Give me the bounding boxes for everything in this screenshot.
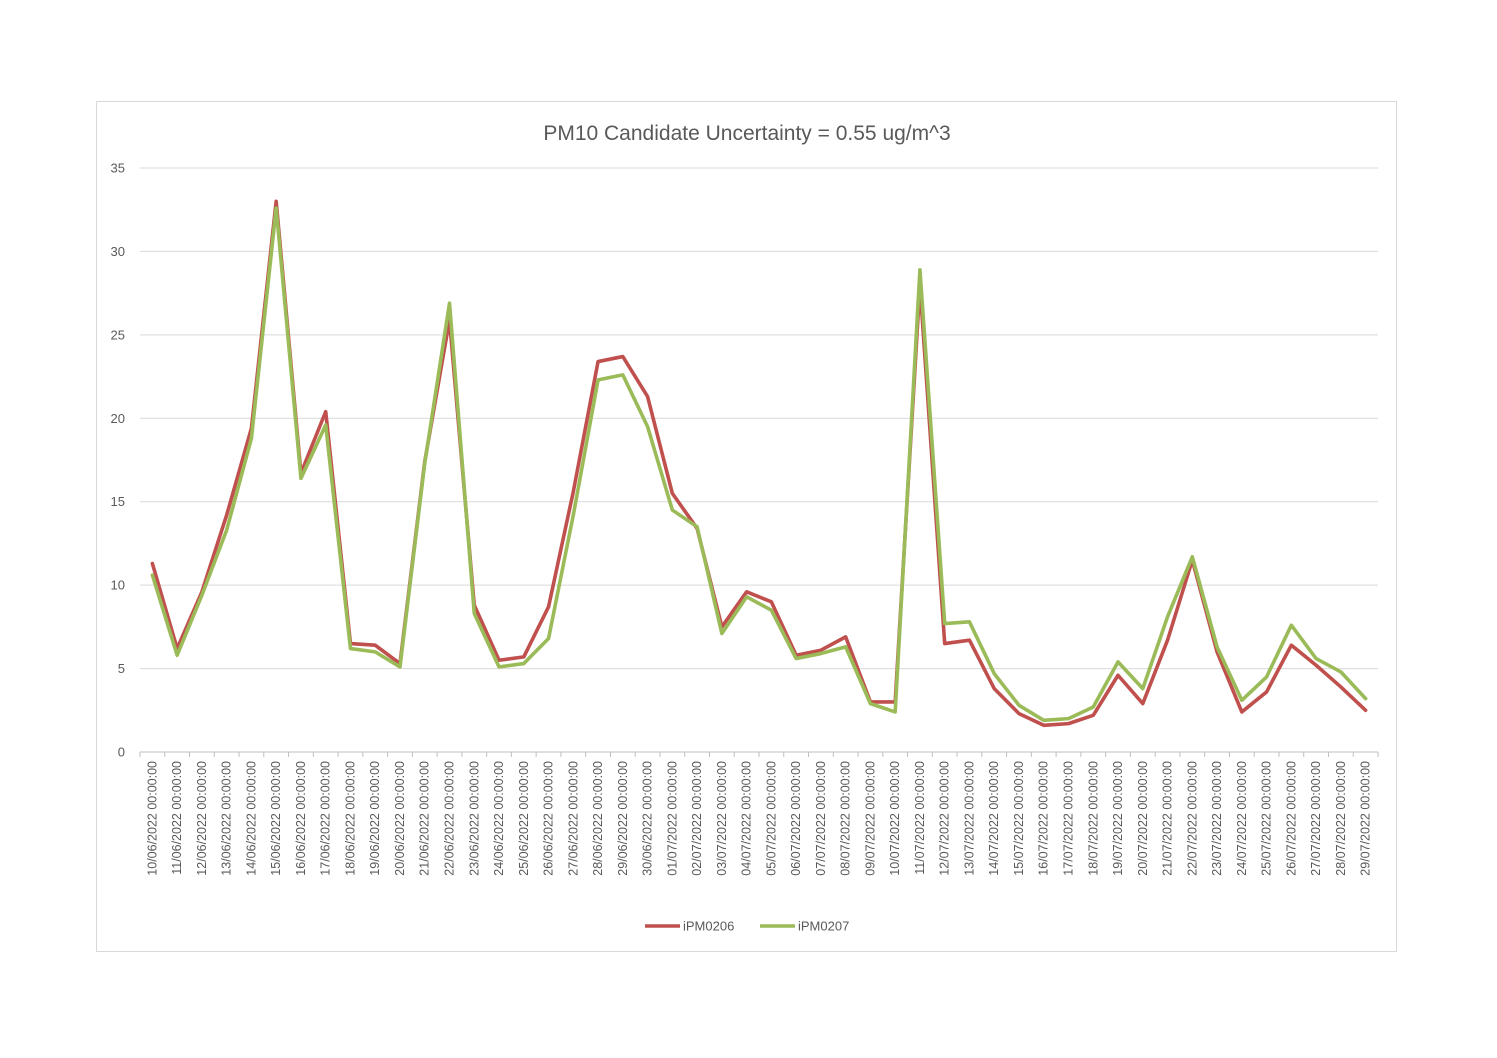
x-tick-label: 03/07/2022 00:00:00 [715, 761, 729, 876]
y-axis-ticks: 0 5 10 15 20 25 30 35 [111, 161, 125, 760]
x-tick-label: 12/06/2022 00:00:00 [195, 761, 209, 876]
x-tick-label: 27/07/2022 00:00:00 [1309, 761, 1323, 876]
x-tick-label: 15/07/2022 00:00:00 [1012, 761, 1026, 876]
x-tick-label: 24/07/2022 00:00:00 [1235, 761, 1249, 876]
y-tick-label: 15 [111, 494, 125, 509]
x-tick-label: 29/06/2022 00:00:00 [616, 761, 630, 876]
x-tick-label: 14/07/2022 00:00:00 [987, 761, 1001, 876]
x-tick-label: 13/07/2022 00:00:00 [962, 761, 976, 876]
x-tick-label: 16/06/2022 00:00:00 [294, 761, 308, 876]
x-tick-label: 19/06/2022 00:00:00 [368, 761, 382, 876]
y-tick-label: 25 [111, 327, 125, 342]
legend: iPM0206 iPM0207 [645, 919, 849, 934]
x-tick-label: 26/07/2022 00:00:00 [1284, 761, 1298, 876]
x-tick-label: 07/07/2022 00:00:00 [814, 761, 828, 876]
x-tick-label: 28/07/2022 00:00:00 [1334, 761, 1348, 876]
x-tick-label: 17/07/2022 00:00:00 [1062, 761, 1076, 876]
x-tick-label: 09/07/2022 00:00:00 [863, 761, 877, 876]
x-tick-label: 25/06/2022 00:00:00 [517, 761, 531, 876]
x-tick-label: 16/07/2022 00:00:00 [1037, 761, 1051, 876]
x-tick-label: 05/07/2022 00:00:00 [764, 761, 778, 876]
x-tick-label: 10/07/2022 00:00:00 [888, 761, 902, 876]
x-tick-label: 02/07/2022 00:00:00 [690, 761, 704, 876]
x-tick-label: 11/07/2022 00:00:00 [913, 761, 927, 875]
x-tick-label: 08/07/2022 00:00:00 [839, 761, 853, 876]
x-tick-label: 06/07/2022 00:00:00 [789, 761, 803, 876]
x-tick-label: 24/06/2022 00:00:00 [492, 761, 506, 876]
x-tick-label: 18/07/2022 00:00:00 [1086, 761, 1100, 876]
x-tick-label: 04/07/2022 00:00:00 [740, 761, 754, 876]
x-tick-label: 10/06/2022 00:00:00 [145, 761, 159, 876]
y-tick-label: 0 [118, 745, 125, 760]
series-line-ipm0207 [150, 206, 1368, 723]
gridlines [140, 167, 1378, 670]
x-tick-label: 13/06/2022 00:00:00 [220, 761, 234, 876]
x-tick-label: 23/06/2022 00:00:00 [467, 761, 481, 876]
x-axis-ticks: 10/06/2022 00:00:00 11/06/2022 00:00:00 12… [145, 761, 1372, 876]
x-tick-label: 21/07/2022 00:00:00 [1161, 761, 1175, 876]
chart-frame [96, 101, 1397, 952]
x-tick-label: 27/06/2022 00:00:00 [566, 761, 580, 876]
x-tick-label: 15/06/2022 00:00:00 [269, 761, 283, 876]
series-lines [150, 199, 1368, 728]
y-tick-label: 35 [111, 161, 125, 176]
x-axis [139, 751, 1379, 757]
y-tick-label: 10 [111, 578, 125, 593]
x-tick-label: 01/07/2022 00:00:00 [665, 761, 679, 876]
x-tick-label: 28/06/2022 00:00:00 [591, 761, 605, 876]
x-tick-label: 26/06/2022 00:00:00 [542, 761, 556, 876]
y-tick-label: 30 [111, 244, 125, 259]
legend-label-ipm0207: iPM0207 [798, 919, 849, 934]
x-tick-label: 23/07/2022 00:00:00 [1210, 761, 1224, 876]
x-tick-label: 17/06/2022 00:00:00 [319, 761, 333, 876]
y-tick-label: 5 [118, 661, 125, 676]
x-tick-label: 20/07/2022 00:00:00 [1136, 761, 1150, 876]
x-tick-label: 29/07/2022 00:00:00 [1359, 761, 1373, 876]
x-tick-label: 14/06/2022 00:00:00 [244, 761, 258, 876]
y-tick-label: 20 [111, 411, 125, 426]
chart-title: PM10 Candidate Uncertainty = 0.55 ug/m^3 [543, 122, 950, 145]
x-tick-label: 20/06/2022 00:00:00 [393, 761, 407, 876]
legend-label-ipm0206: iPM0206 [683, 919, 734, 934]
x-tick-label: 11/06/2022 00:00:00 [170, 761, 184, 875]
x-tick-label: 22/06/2022 00:00:00 [443, 761, 457, 876]
x-tick-label: 19/07/2022 00:00:00 [1111, 761, 1125, 876]
x-tick-label: 25/07/2022 00:00:00 [1260, 761, 1274, 876]
x-tick-label: 30/06/2022 00:00:00 [641, 761, 655, 876]
x-tick-label: 21/06/2022 00:00:00 [418, 761, 432, 876]
x-tick-label: 12/07/2022 00:00:00 [938, 761, 952, 876]
x-tick-label: 22/07/2022 00:00:00 [1185, 761, 1199, 876]
series-line-ipm0206 [150, 199, 1368, 728]
x-tick-label: 18/06/2022 00:00:00 [343, 761, 357, 876]
